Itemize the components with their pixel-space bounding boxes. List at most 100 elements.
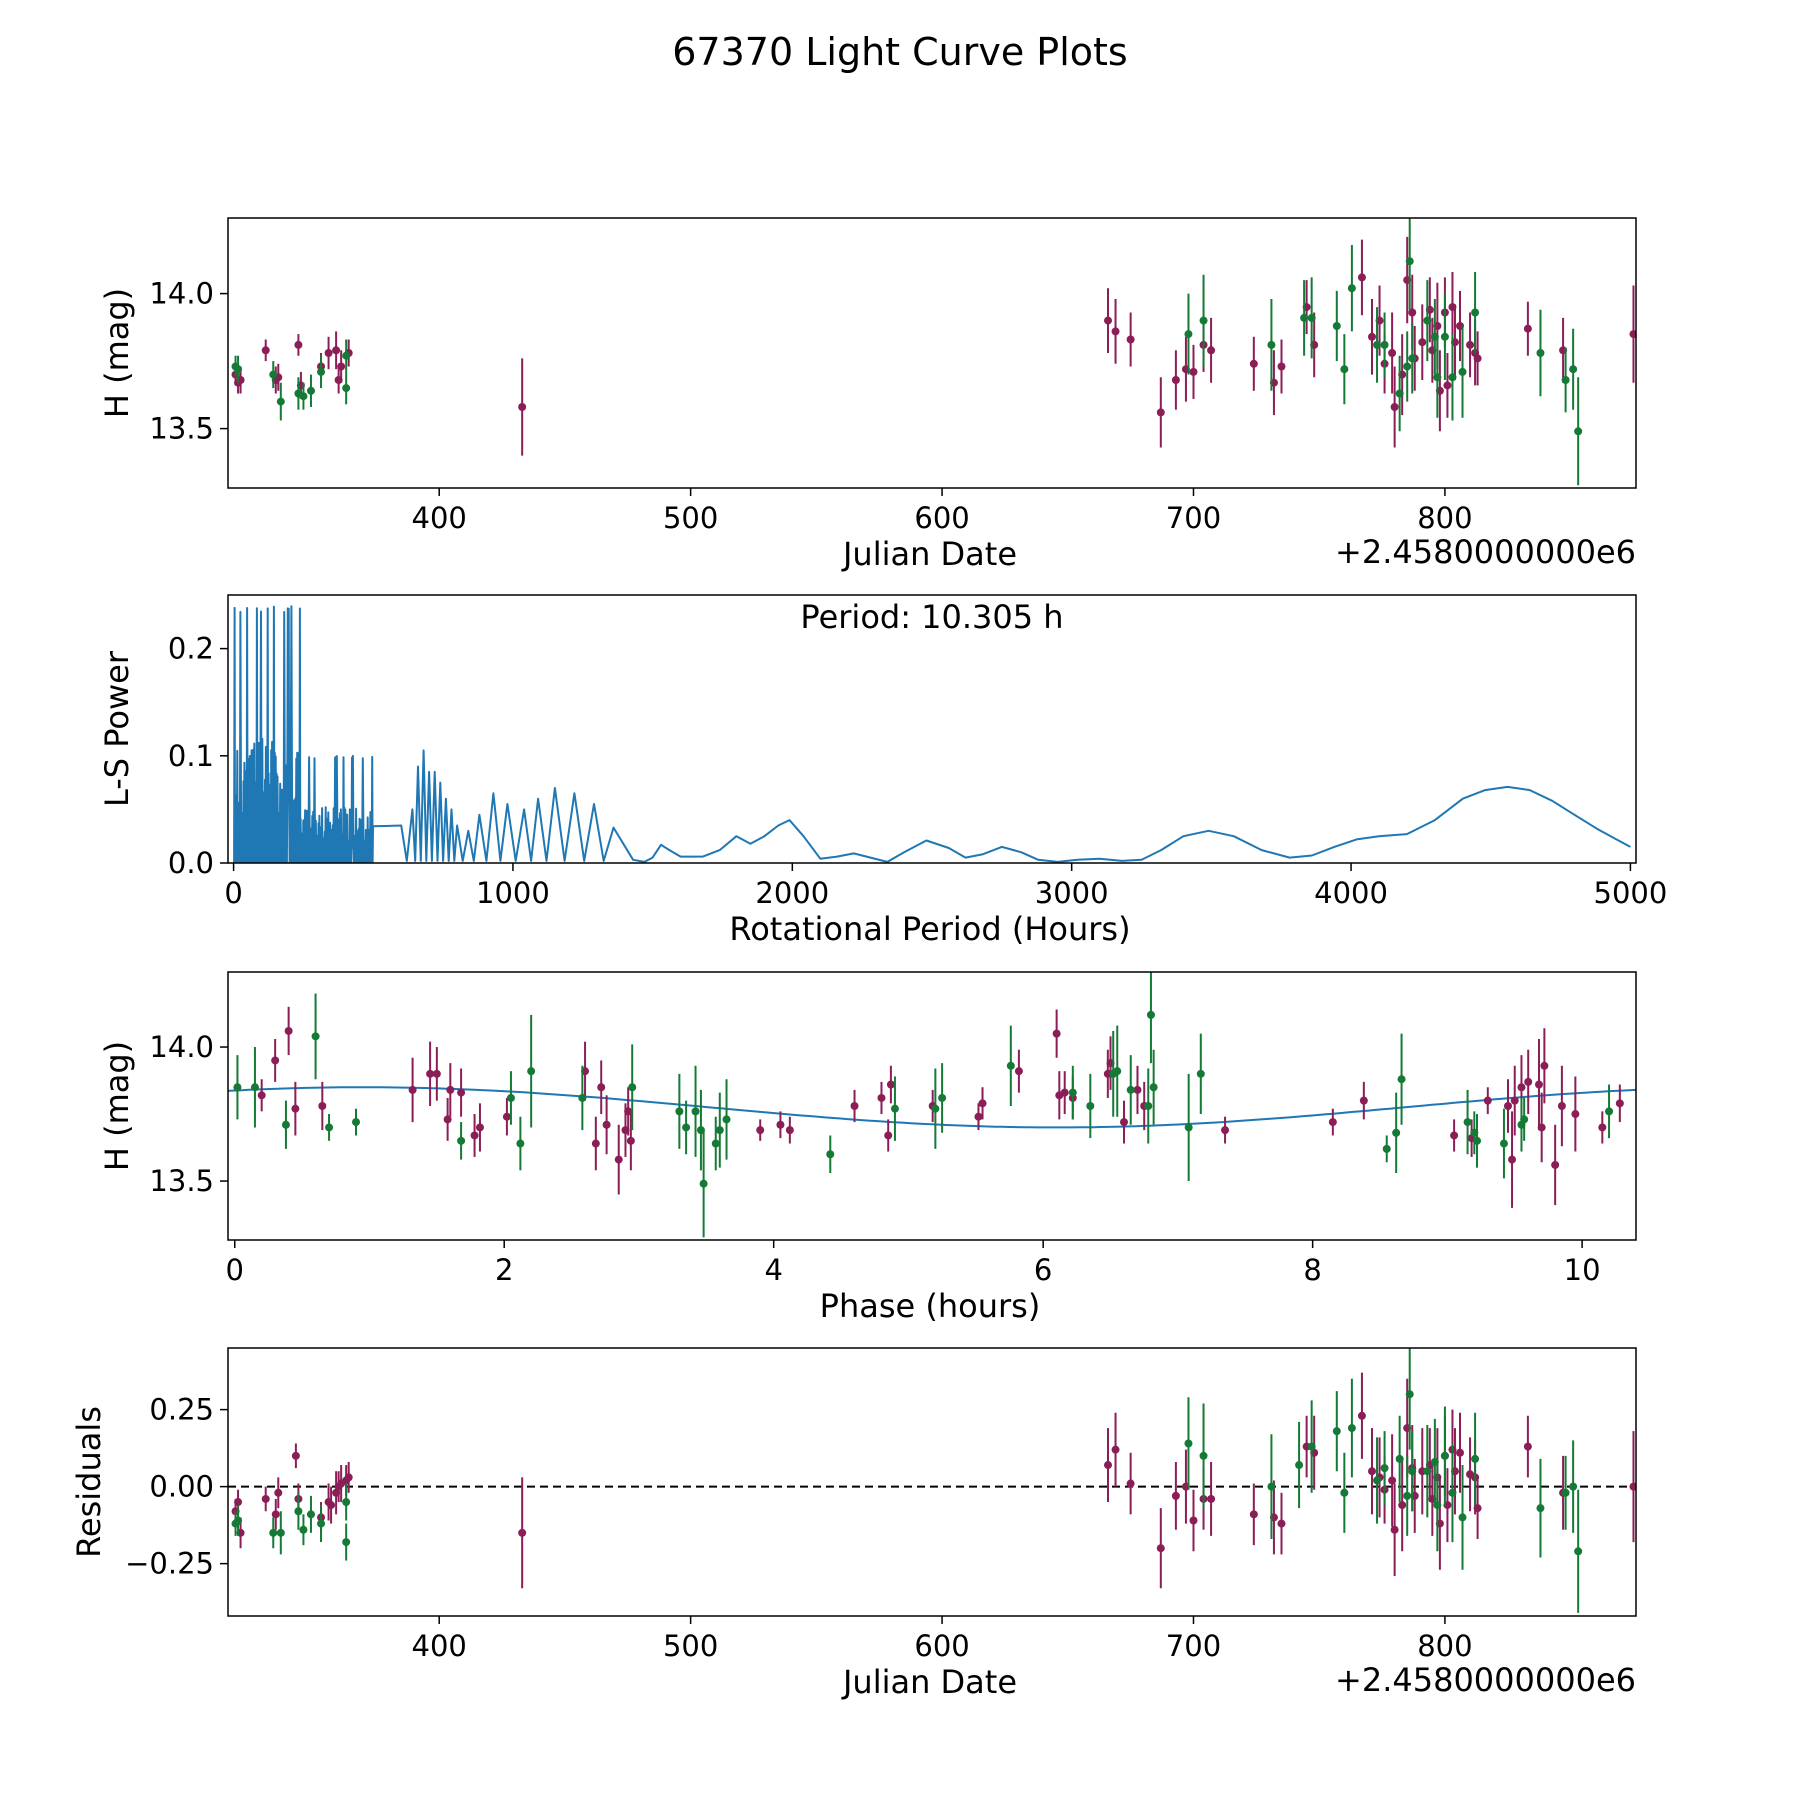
data-point-g (1605, 1107, 1614, 1116)
y-tick-label: 13.5 (149, 412, 214, 446)
data-point-r (1060, 1088, 1069, 1097)
data-point-g (1440, 1451, 1449, 1460)
data-point-r (518, 1528, 527, 1537)
x-axis-label: Julian Date (841, 1663, 1017, 1701)
y-tick-label: 0.00 (149, 1470, 214, 1504)
data-point-r (408, 1085, 417, 1094)
data-point-g (299, 392, 308, 401)
data-point-r (1133, 1085, 1142, 1094)
data-point-g (1340, 365, 1349, 374)
data-point-r (1189, 1516, 1198, 1525)
x-axis-label: Phase (hours) (820, 1287, 1041, 1325)
data-point-r (432, 1069, 441, 1078)
data-point-r (1629, 330, 1636, 339)
data-point-g (527, 1067, 536, 1076)
data-point-g (1340, 1488, 1349, 1497)
data-point-g (342, 351, 351, 360)
data-point-r (1466, 340, 1475, 349)
x-tick-label: 4000 (1314, 876, 1388, 910)
data-point-g (1569, 1482, 1578, 1491)
data-point-g (1403, 1491, 1412, 1500)
data-point-r (1629, 1482, 1636, 1491)
data-point-r (1540, 1061, 1549, 1070)
data-point-r (1277, 362, 1286, 371)
data-point-r (426, 1069, 435, 1078)
data-point-g (1199, 1451, 1208, 1460)
data-point-r (1368, 1467, 1376, 1476)
x-offset-label: +2.4580000000e6 (1335, 533, 1636, 571)
data-point-r (457, 1088, 466, 1097)
data-point-r (776, 1120, 785, 1129)
data-point-r (1390, 1525, 1399, 1534)
data-point-g (578, 1093, 587, 1102)
plot-frame (227, 594, 1637, 864)
period-annotation: Period: 10.305 h (800, 598, 1063, 636)
data-point-g (682, 1123, 691, 1132)
data-point-r (1126, 1479, 1135, 1488)
x-tick-label: 8 (1303, 1253, 1321, 1287)
data-point-g (1126, 1085, 1135, 1094)
data-point-r (1104, 1461, 1112, 1470)
data-point-r (1359, 1096, 1368, 1105)
x-tick-label: 400 (412, 501, 467, 535)
data-point-g (234, 365, 243, 374)
data-point-r (1207, 346, 1216, 355)
data-point-g (1332, 322, 1341, 330)
y-axis-label: H (mag) (98, 288, 136, 418)
data-point-g (628, 1083, 637, 1092)
data-point-r (271, 1510, 280, 1519)
data-point-r (1357, 1411, 1366, 1420)
chart-panel1: 400 500 600 700 800 13.5 14.0 Julian Date H (mag… (98, 217, 1637, 573)
data-point-r (1483, 1096, 1492, 1105)
data-point-r (597, 1083, 606, 1092)
data-point-r (1615, 1099, 1624, 1108)
data-point-g (317, 1519, 326, 1528)
data-point-r (1523, 324, 1532, 333)
data-point-r (1357, 273, 1366, 282)
x-tick-label: 3000 (1035, 876, 1109, 910)
data-point-r (1398, 1501, 1407, 1510)
data-point-g (1086, 1102, 1095, 1110)
data-point-g (1536, 349, 1545, 357)
data-point-r (443, 1115, 452, 1124)
y-tick-label: 13.5 (149, 1164, 214, 1198)
data-point-r (1524, 1077, 1533, 1086)
data-point-r (1126, 335, 1135, 344)
data-point-r (1571, 1110, 1580, 1119)
data-point-g (311, 1032, 320, 1041)
data-point-g (722, 1115, 731, 1124)
x-tick-label: 6 (1034, 1253, 1052, 1287)
y-tick-label: 0.2 (168, 632, 214, 666)
data-point-g (1408, 1467, 1417, 1476)
data-point-g (299, 1525, 308, 1534)
data-point-r (318, 1102, 327, 1110)
chart-panel2: 0 1000 2000 3000 4000 5000 0.0 0.1 0.2 Rotational… (98, 594, 1667, 948)
y-tick-label: 14.0 (149, 277, 214, 311)
data-point-g (325, 1123, 334, 1132)
data-point-r (1171, 1491, 1180, 1500)
data-point-r (1388, 349, 1397, 357)
data-point-g (931, 1104, 940, 1113)
data-point-r (850, 1102, 859, 1110)
data-point-r (1508, 1155, 1517, 1164)
data-point-r (1171, 376, 1180, 384)
data-point-r (785, 1126, 794, 1135)
data-point-g (1395, 389, 1404, 398)
data-point-g (1423, 1467, 1432, 1476)
data-point-g (269, 1528, 278, 1537)
data-point-g (1184, 1123, 1193, 1132)
data-point-g (1574, 1547, 1583, 1556)
data-point-r (1517, 1083, 1526, 1092)
data-point-r (1504, 1102, 1512, 1110)
data-point-g (675, 1107, 684, 1116)
data-point-r (974, 1112, 983, 1121)
data-point-r (626, 1136, 635, 1145)
y-axis-label: H (mag) (98, 1041, 136, 1171)
plot-frame (227, 971, 1637, 1241)
data-point-r (1111, 327, 1120, 336)
data-point-r (332, 346, 341, 355)
data-point-r (1551, 1160, 1560, 1169)
data-point-g (699, 1179, 708, 1188)
data-point-r (344, 1473, 353, 1482)
data-point-g (1397, 1075, 1406, 1084)
